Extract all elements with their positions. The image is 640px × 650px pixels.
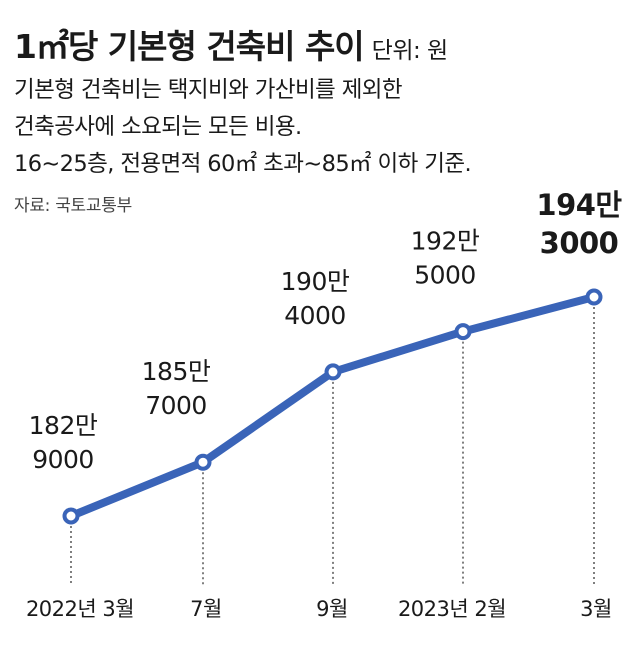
value-label-1-0: 185만 (142, 357, 211, 386)
data-point-0 (62, 507, 80, 525)
x-tick-label-0: 2022년 3월 (26, 597, 134, 621)
value-label-2-0: 190만 (281, 267, 350, 296)
chart-header: 1㎡당 기본형 건축비 추이 단위: 원 기본형 건축비는 택지비와 가산비를 … (14, 20, 630, 216)
value-label-4-1: 3000 (540, 226, 619, 260)
value-label-1-1: 7000 (145, 391, 207, 420)
title-row: 1㎡당 기본형 건축비 추이 단위: 원 (14, 20, 630, 68)
data-point-3 (454, 323, 472, 341)
description-line-2: 건축공사에 소요되는 모든 비용. (14, 114, 302, 140)
data-point-2 (324, 363, 342, 381)
chart-description: 기본형 건축비는 택지비와 가산비를 제외한 건축공사에 소요되는 모든 비용.… (14, 72, 630, 183)
value-label-4-0: 194만 (536, 188, 622, 222)
value-label-2-1: 4000 (284, 301, 346, 330)
x-tick-label-1: 7월 (190, 597, 222, 621)
value-label-0-0: 182만 (29, 411, 98, 440)
data-point-1 (194, 453, 212, 471)
x-tick-label-4: 3월 (580, 597, 612, 621)
chart-title: 1㎡당 기본형 건축비 추이 (14, 27, 365, 66)
value-label-3-1: 5000 (414, 261, 476, 290)
source-note: 자료: 국토교통부 (14, 196, 132, 216)
value-label-3-0: 192만 (411, 227, 480, 256)
x-tick-label-2: 9월 (316, 597, 348, 621)
data-point-4 (585, 288, 603, 306)
value-label-0-1: 9000 (32, 445, 94, 474)
unit-label: 단위: 원 (371, 38, 449, 64)
x-tick-label-3: 2023년 2월 (398, 597, 506, 621)
description-line-1: 기본형 건축비는 택지비와 가산비를 제외한 (14, 77, 403, 103)
description-line-3: 16∼25층, 전용면적 60㎡ 초과∼85㎡ 이하 기준. (14, 151, 472, 177)
